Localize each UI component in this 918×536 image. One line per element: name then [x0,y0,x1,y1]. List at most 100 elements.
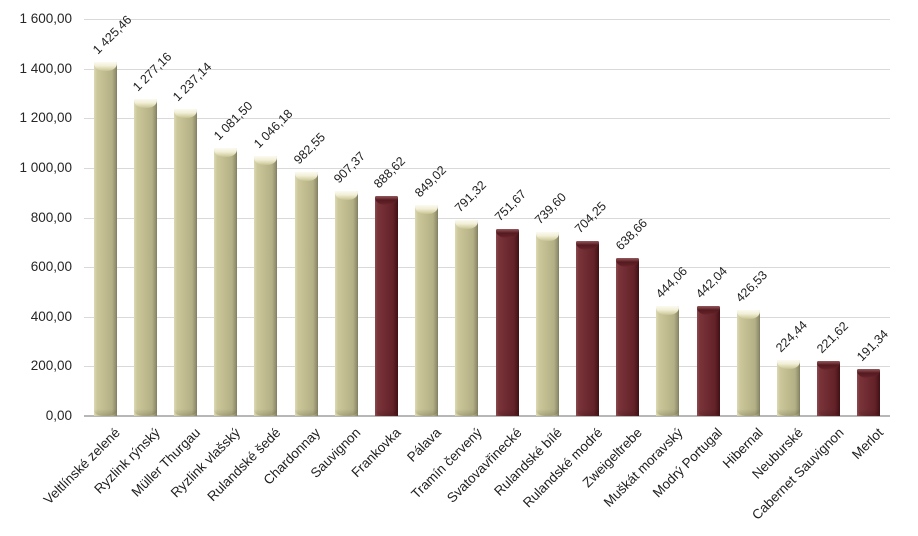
bar-bottom-shade [374,409,398,416]
bar-top-bevel [254,156,278,165]
x-axis-category-label: Tramín červený [407,425,485,502]
y-axis-tick-label: 200,00 [30,358,72,374]
bar-value-label: 638,66 [612,216,650,253]
bar [495,229,519,416]
bar-top-bevel [656,306,680,315]
bar [214,148,238,416]
bar-top-bevel [455,220,479,229]
bar-value-label: 888,62 [371,154,409,191]
x-axis-line [84,415,890,417]
bar-bottom-shade [656,409,680,416]
bar-bottom-shade [776,409,800,416]
y-axis-tick-label: 600,00 [30,259,72,275]
bar [334,191,358,416]
bar [656,306,680,416]
bar-top-bevel [294,172,318,181]
bar [616,258,640,416]
bar-top-bevel [776,360,800,369]
y-axis-tick-label: 0,00 [45,408,72,423]
bar-value-label: 1 081,50 [210,98,256,143]
bar-top-bevel [374,196,398,205]
bar-value-label: 739,60 [532,190,570,227]
x-axis-category-label: Pálava [404,425,445,465]
bar-bottom-shade [93,409,117,416]
bar-top-bevel [415,205,439,214]
bar [455,220,479,416]
bar [736,310,760,416]
bar-top-bevel [857,369,881,378]
y-axis-tick-label: 1 200,00 [19,110,72,126]
bar-value-label: 982,55 [291,130,329,167]
x-axis-category-label: Ryzlink vlašský [167,425,244,501]
bar-bottom-shade [214,409,238,416]
bar-value-label: 442,04 [693,264,731,301]
bar-bottom-shade [415,409,439,416]
bar-value-label: 791,32 [451,178,489,215]
bar [374,196,398,416]
bar [776,360,800,416]
bar-bottom-shade [455,409,479,416]
gridline [84,316,890,318]
gridline [84,19,890,20]
bar-top-bevel [214,148,238,157]
gridline [84,118,890,120]
bar-value-label: 1 046,18 [250,106,296,151]
bar-value-label: 1 237,14 [170,59,215,104]
bar-bottom-shade [294,409,318,416]
bar-bottom-shade [696,409,720,416]
gridline [84,167,890,169]
bar-bottom-shade [535,409,559,416]
y-axis-tick-label: 1 600,00 [19,11,72,26]
bar-bottom-shade [736,409,760,416]
bar-bottom-shade [616,409,640,416]
bar-bottom-shade [254,409,278,416]
gridline [84,68,890,70]
x-axis-category-label: Modrý Portugal [650,425,726,501]
bar [415,205,439,416]
bar-top-bevel [616,258,640,267]
bar-bottom-shade [133,409,157,416]
bar-bottom-shade [817,409,841,416]
gridline [84,366,890,368]
bar-top-bevel [133,99,157,108]
bar [93,62,117,416]
bar [817,361,841,416]
bar-top-bevel [334,191,358,200]
bar-bottom-shade [495,409,519,416]
bar-value-label: 224,44 [773,318,811,355]
y-axis-tick-label: 400,00 [30,308,72,324]
bar-top-bevel [93,62,117,71]
bar-top-bevel [817,361,841,370]
bar-top-bevel [495,229,519,238]
bar-top-bevel [535,232,559,241]
bar [575,241,599,416]
bar [696,306,720,416]
bar-value-label: 191,34 [853,327,891,364]
bar-bottom-shade [173,409,197,416]
y-axis-tick-label: 800,00 [30,209,72,225]
bar [535,232,559,416]
bar-value-label: 1 277,16 [130,49,175,94]
gridline [84,267,890,269]
y-axis-tick-label: 1 000,00 [19,159,72,175]
x-axis-category-label: Merlot [849,425,887,463]
bar-value-label: 426,53 [733,268,771,305]
bar [294,172,318,416]
bar-value-label: 221,62 [813,319,851,356]
bar [857,369,881,416]
bar-top-bevel [575,241,599,250]
plot-area: 1 425,46 Veltlínské zelené 1 277,16 Ryzlink… [40,13,891,523]
bar [133,99,157,416]
bar-top-bevel [173,109,197,118]
gridline [84,217,890,219]
bar [173,109,197,416]
bar-value-label: 444,06 [652,264,690,301]
bar-bottom-shade [575,409,599,416]
bar-bottom-shade [334,409,358,416]
bar-bottom-shade [857,409,881,416]
bar [254,156,278,416]
bar-top-bevel [736,310,760,319]
bar-top-bevel [696,306,720,315]
y-axis-tick-label: 1 400,00 [19,60,72,76]
